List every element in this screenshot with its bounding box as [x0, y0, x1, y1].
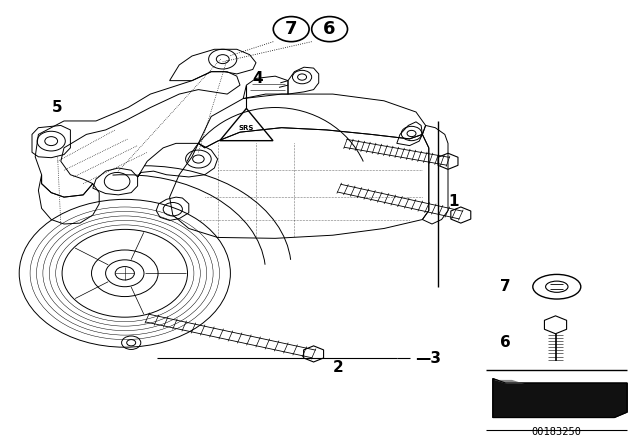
Text: 6: 6: [500, 335, 511, 350]
Text: 7: 7: [500, 279, 511, 294]
Text: 1: 1: [448, 194, 458, 209]
Circle shape: [312, 17, 348, 42]
Text: 4: 4: [253, 71, 264, 86]
Polygon shape: [493, 379, 627, 418]
Text: 2: 2: [333, 360, 344, 375]
Text: SRS: SRS: [239, 125, 254, 131]
Text: 6: 6: [323, 20, 336, 38]
Text: 7: 7: [285, 20, 298, 38]
Polygon shape: [494, 380, 525, 384]
Text: 00183250: 00183250: [532, 427, 582, 437]
Text: —3: —3: [415, 351, 441, 366]
Text: 5: 5: [52, 100, 63, 115]
Circle shape: [273, 17, 309, 42]
